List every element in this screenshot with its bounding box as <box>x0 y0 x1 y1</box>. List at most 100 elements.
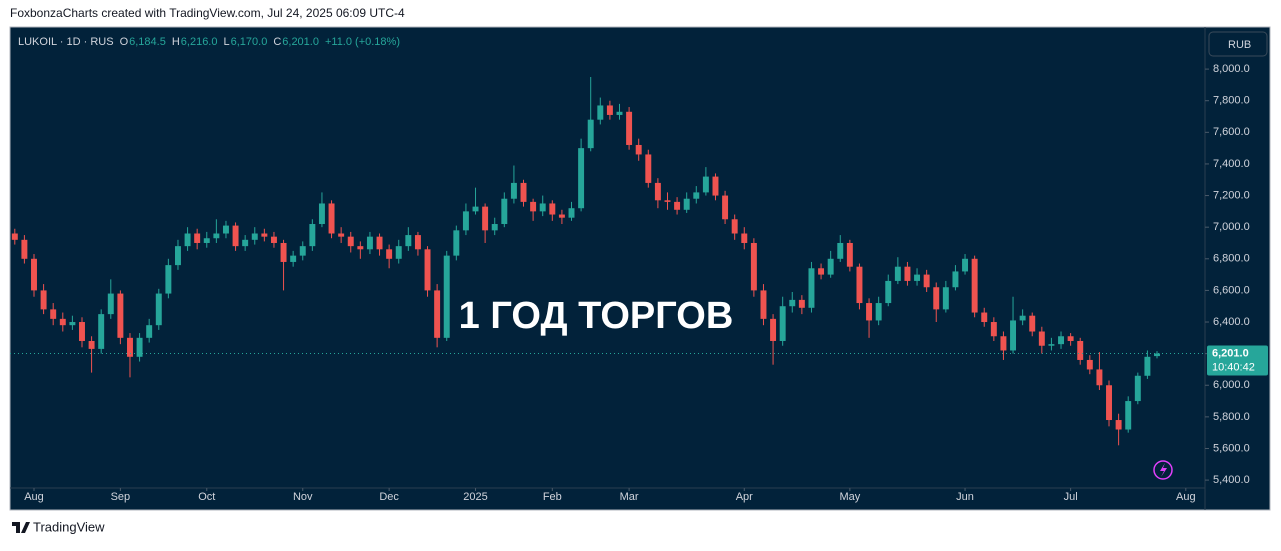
legend-text: 6,184.5 <box>129 36 166 48</box>
candle-body <box>894 266 901 281</box>
candle-body <box>69 322 76 326</box>
currency[interactable]: RUB <box>1228 39 1251 51</box>
candle-body <box>1010 320 1017 351</box>
candle-body <box>875 303 882 321</box>
candle-body <box>1029 315 1036 332</box>
candle-body <box>1154 353 1160 357</box>
alert-bolt <box>1160 463 1167 477</box>
candle-body <box>434 290 441 338</box>
y-tick-label: 6,600.0 <box>1213 284 1250 296</box>
candle-body <box>127 337 133 357</box>
candle-body <box>280 242 287 262</box>
candle-body <box>1019 315 1026 321</box>
candle-body <box>789 299 796 307</box>
legend-text: O <box>120 36 129 48</box>
candle-body <box>1106 385 1112 421</box>
candle-body <box>818 268 825 275</box>
y-tick-label: 5,800.0 <box>1213 411 1250 423</box>
legend-text: C <box>273 36 281 48</box>
candle-body <box>885 280 892 304</box>
candle-body <box>914 274 921 281</box>
candle-body <box>731 219 738 234</box>
candle-body <box>232 225 239 247</box>
x-tick-label: Jul <box>1064 491 1078 503</box>
candle-body <box>808 268 815 308</box>
candle-body <box>1000 336 1007 351</box>
candle-body <box>626 111 633 145</box>
currency-button[interactable] <box>1208 31 1268 57</box>
candle-body <box>578 148 585 209</box>
brand-logo <box>12 522 30 533</box>
annotation: 1 ГОД ТОРГОВ <box>459 295 734 337</box>
candle-body <box>1058 336 1064 345</box>
candle-body <box>683 198 690 210</box>
candle-body <box>539 203 546 212</box>
candle-body <box>952 271 959 288</box>
candle-body <box>971 258 978 313</box>
candle-body <box>405 235 412 247</box>
candle-body <box>942 287 949 310</box>
candle-body <box>328 203 335 234</box>
candle-body <box>990 322 997 337</box>
y-tick-label: 7,800.0 <box>1213 95 1250 107</box>
candle-body <box>453 230 460 256</box>
candle-body <box>222 225 229 234</box>
x-tick-label: May <box>839 491 860 503</box>
candle-body <box>597 105 604 120</box>
x-tick-label: Feb <box>543 491 562 503</box>
candle-body <box>40 290 47 310</box>
candle-body <box>1115 420 1122 430</box>
candle-body <box>712 176 719 196</box>
candle-body <box>798 299 805 308</box>
candle-body <box>1096 369 1103 386</box>
candle-body <box>59 318 66 326</box>
candle-body <box>136 337 143 357</box>
candle-body <box>414 235 421 250</box>
x-tick-label: Jun <box>956 491 974 503</box>
candle-body <box>837 242 844 259</box>
candle-body <box>760 290 767 319</box>
last-price-label: 6,201.0 <box>1212 347 1249 359</box>
y-tick-label: 5,600.0 <box>1213 442 1250 454</box>
candle-body <box>462 211 469 231</box>
candle-body <box>501 198 508 225</box>
legend-text: 6,216.0 <box>181 36 218 48</box>
candle-body <box>386 249 393 259</box>
y-tick-label: 6,400.0 <box>1213 316 1250 328</box>
candle-body <box>472 206 479 212</box>
alert-icon[interactable] <box>1153 460 1173 480</box>
y-tick-label: 7,200.0 <box>1213 189 1250 201</box>
candle-body <box>318 203 325 225</box>
candle-body <box>251 233 258 240</box>
chart-panel <box>9 26 1271 511</box>
candle-body <box>261 233 268 237</box>
candle-body <box>1125 401 1132 430</box>
candle-body <box>174 246 181 266</box>
candle-body <box>1067 336 1074 341</box>
candle-body <box>31 258 37 291</box>
candle-body <box>962 258 969 272</box>
candle-body <box>290 255 297 262</box>
candle-body <box>309 224 316 247</box>
x-tick-label: Apr <box>736 491 753 503</box>
candle-body <box>184 233 191 247</box>
candle-body <box>1144 356 1151 376</box>
candle-body <box>482 206 489 231</box>
candle-body <box>213 233 220 239</box>
candle-body <box>750 242 757 291</box>
candle-body <box>587 119 594 149</box>
legend-text: 6,201.0 <box>282 36 319 48</box>
candle-body <box>770 318 777 341</box>
candle-body <box>779 306 786 341</box>
candle-body <box>549 203 556 215</box>
x-tick-label: Aug <box>24 491 44 503</box>
candle-body <box>347 236 354 247</box>
candle-body <box>357 246 364 250</box>
candle-body <box>530 201 537 212</box>
legend-text: 6,170.0 <box>231 36 268 48</box>
candle-body <box>722 195 729 220</box>
candle-body <box>270 236 277 243</box>
candle-body <box>1134 375 1141 402</box>
candle-body <box>558 214 565 218</box>
